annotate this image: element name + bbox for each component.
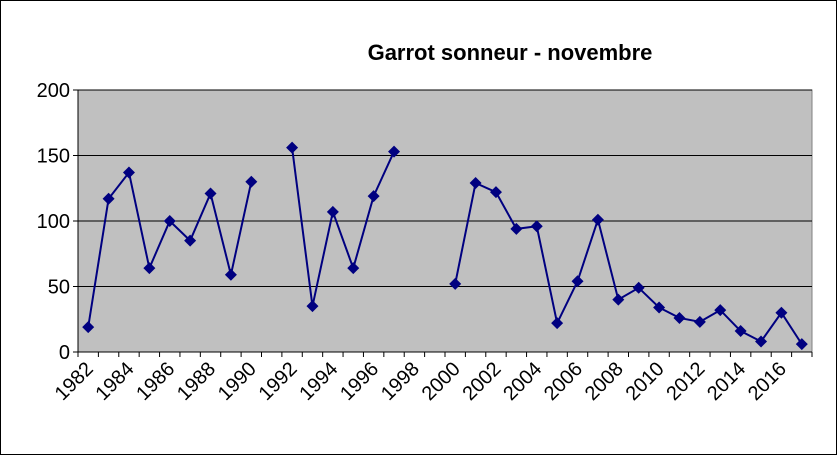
y-tick-label: 100	[37, 211, 70, 233]
data-point	[612, 293, 625, 306]
data-point	[367, 190, 380, 203]
data-point	[530, 220, 543, 233]
data-point	[653, 301, 666, 314]
data-point	[449, 277, 462, 290]
data-point	[102, 192, 115, 205]
data-point	[163, 215, 176, 227]
y-tick-label: 150	[37, 146, 70, 168]
data-point	[693, 315, 706, 328]
data-point	[632, 281, 645, 294]
data-point	[245, 175, 258, 188]
data-point	[122, 166, 135, 179]
data-point	[489, 186, 502, 199]
y-tick-label: 0	[59, 342, 70, 364]
data-point	[775, 306, 788, 319]
data-point	[571, 275, 584, 288]
data-point	[673, 311, 686, 324]
y-tick-label: 200	[37, 80, 70, 102]
data-point	[469, 177, 482, 190]
data-point	[286, 141, 299, 154]
data-point	[551, 317, 564, 330]
data-point	[755, 335, 768, 348]
data-point	[82, 321, 95, 334]
data-point	[388, 145, 401, 158]
chart-title: Garrot sonneur - novembre	[368, 40, 653, 65]
data-point	[204, 187, 217, 200]
data-point	[326, 205, 339, 218]
data-point	[714, 304, 727, 317]
data-point	[347, 262, 360, 275]
data-point	[734, 325, 747, 338]
y-tick-label: 50	[48, 277, 70, 299]
data-point	[306, 300, 319, 313]
data-point	[224, 268, 237, 281]
data-point	[510, 222, 523, 235]
data-point	[143, 262, 156, 275]
data-point	[591, 213, 604, 226]
data-point	[795, 338, 808, 351]
data-point	[184, 234, 197, 247]
